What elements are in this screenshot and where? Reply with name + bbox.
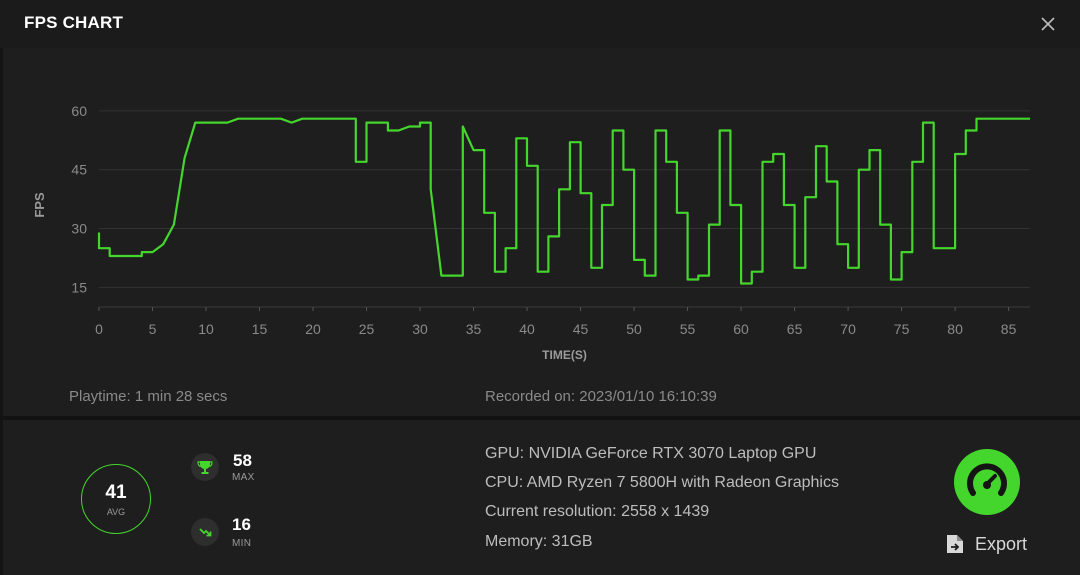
x-tick-label: 80 [947,321,963,337]
trophy-icon [191,453,219,481]
title-bar: FPS CHART [0,0,1080,48]
x-tick-label: 5 [149,321,157,337]
speedometer-icon[interactable] [954,449,1020,515]
trend-down-icon [191,518,219,546]
x-tick-label: 35 [466,321,482,337]
x-tick-label: 55 [680,321,696,337]
x-tick-label: 45 [573,321,589,337]
x-tick-label: 40 [519,321,535,337]
x-tick-label: 30 [412,321,428,337]
export-label: Export [975,534,1028,554]
export-file-icon [947,535,963,553]
resolution-info: Current resolution: 2558 x 1439 [485,503,710,520]
playtime-text: Playtime: 1 min 28 secs [69,388,228,405]
fps-chart-panel: 15 30 45 60 0 5 10 15 20 25 30 35 40 45 50 55 60 65 70 75 80… [3,48,1080,416]
x-tick-label: 25 [359,321,375,337]
x-tick-label: 85 [1001,321,1017,337]
y-tick-label: 15 [71,279,87,295]
x-tick-label: 10 [198,321,214,337]
y-tick-label: 45 [71,162,87,178]
memory-info: Memory: 31GB [485,533,593,550]
max-fps-value: 58 [233,451,252,470]
section-divider [0,416,1080,420]
min-fps-label: MIN [232,538,252,549]
max-fps-label: MAX [232,472,255,483]
gpu-info: GPU: NVIDIA GeForce RTX 3070 Laptop GPU [485,445,817,462]
cpu-info: CPU: AMD Ryzen 7 5800H with Radeon Graph… [485,474,839,491]
avg-fps-value: 41 [105,482,127,503]
y-tick-label: 30 [71,221,87,237]
close-icon[interactable] [1038,14,1058,34]
fps-chart: 15 30 45 60 0 5 10 15 20 25 30 35 40 45 50 55 60 65 70 75 80… [32,103,1030,362]
fps-series-line [97,117,1030,285]
x-tick-label: 65 [787,321,803,337]
export-button[interactable]: Export [944,530,1036,558]
recorded-on-text: Recorded on: 2023/01/10 16:10:39 [485,388,717,405]
stats-panel [3,420,1080,575]
x-tick-label: 0 [95,321,103,337]
x-axis-label: TIME(S) [542,348,587,362]
avg-fps-label: AVG [106,507,126,517]
y-axis-label: FPS [32,192,47,218]
x-tick-label: 70 [840,321,856,337]
x-tick-label: 75 [894,321,910,337]
x-tick-label: 60 [733,321,749,337]
min-fps-value: 16 [232,515,251,534]
avg-fps-ring: 41 AVG [81,464,151,534]
x-tick-label: 20 [305,321,321,337]
x-tick-label: 50 [626,321,642,337]
y-tick-label: 60 [71,103,87,119]
window-title: FPS CHART [24,13,124,32]
x-tick-label: 15 [252,321,268,337]
